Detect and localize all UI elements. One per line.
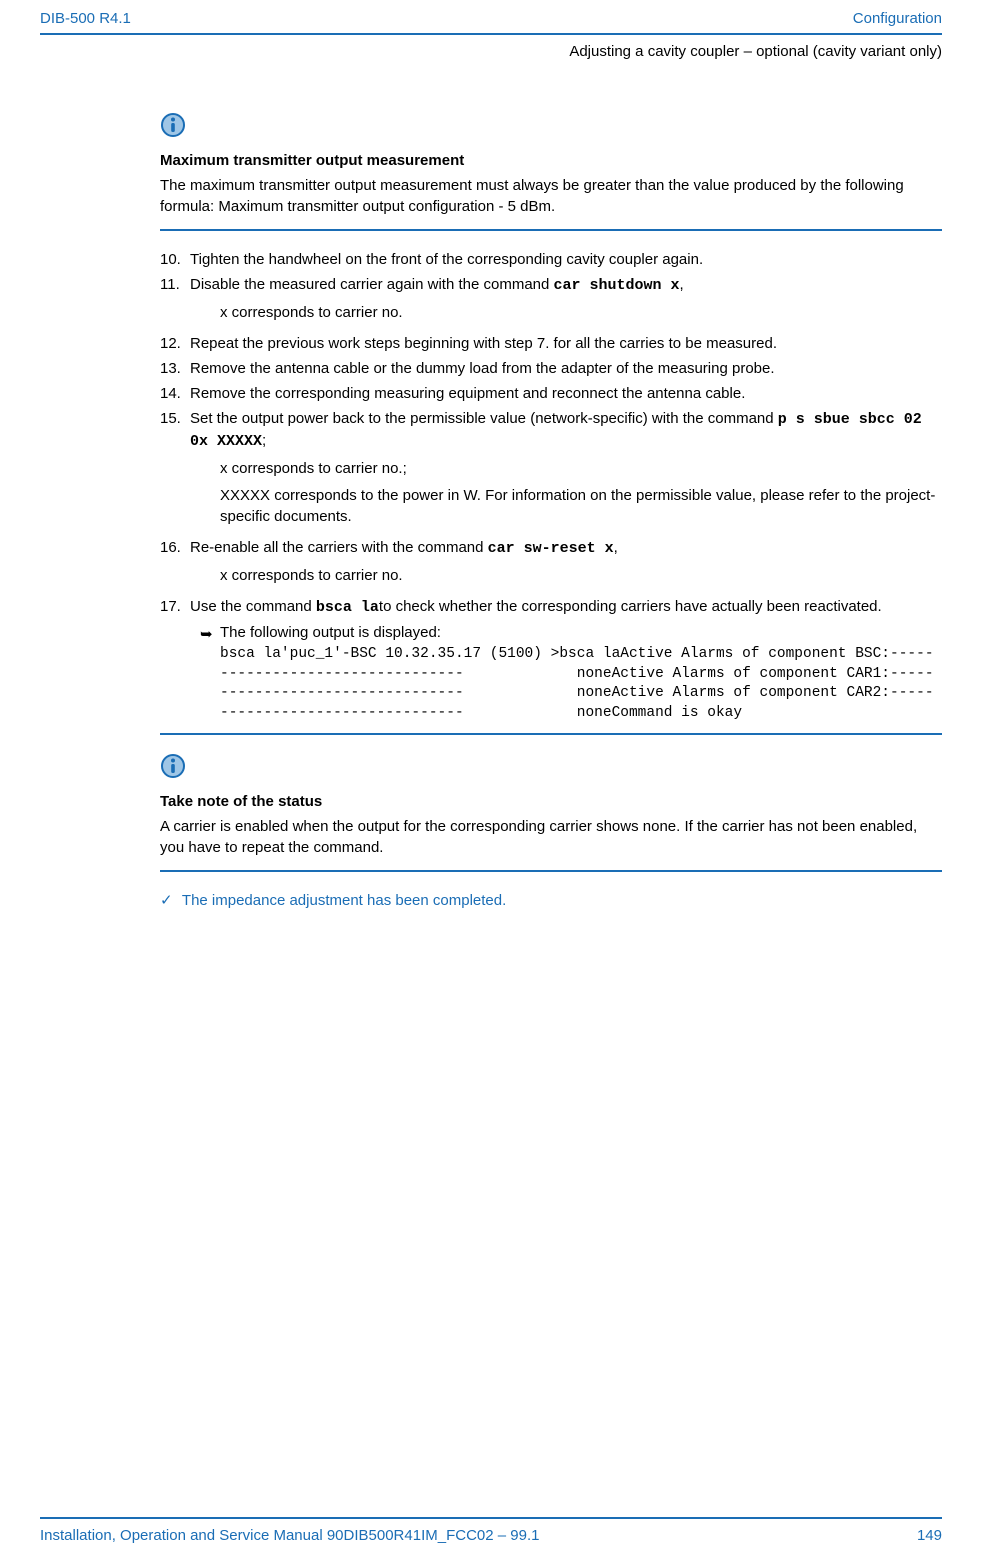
- step-after: ,: [614, 539, 618, 556]
- step-cmd: car sw-reset x: [488, 540, 614, 557]
- step-after: ;: [262, 432, 266, 449]
- note2-body: A carrier is enabled when the output for…: [160, 816, 942, 858]
- info-icon: [160, 112, 186, 138]
- step-text: Repeat the previous work steps beginning…: [190, 335, 777, 352]
- step-after: ,: [680, 276, 684, 293]
- step-text: Use the command: [190, 598, 316, 615]
- completion-text: The impedance adjustment has been comple…: [182, 892, 506, 909]
- footer-left: Installation, Operation and Service Manu…: [40, 1525, 539, 1546]
- step-12: 12. Repeat the previous work steps begin…: [160, 333, 942, 354]
- step-15: 15. Set the output power back to the per…: [160, 408, 942, 527]
- step-code: bsca la'puc_1'-BSC 10.32.35.17 (5100) >b…: [220, 645, 942, 723]
- check-icon: ✓: [160, 890, 178, 911]
- step-sub2: XXXXX corresponds to the power in W. For…: [220, 485, 942, 527]
- step-text: Set the output power back to the permiss…: [190, 410, 778, 427]
- note1-title: Maximum transmitter output measurement: [160, 150, 942, 171]
- step-11: 11. Disable the measured carrier again w…: [160, 274, 942, 323]
- step-after: to check whether the corresponding carri…: [379, 598, 882, 615]
- arrow-text: The following output is displayed:: [220, 624, 441, 641]
- footer-page: 149: [917, 1525, 942, 1546]
- step-text: Tighten the handwheel on the front of th…: [190, 251, 703, 268]
- footer-rule: [40, 1517, 942, 1519]
- step-num: 17.: [160, 596, 181, 617]
- header-right: Configuration: [853, 8, 942, 29]
- step-num: 12.: [160, 333, 181, 354]
- step-cmd: car shutdown x: [554, 277, 680, 294]
- note2-sep-top: [160, 733, 942, 735]
- step-sub: x corresponds to carrier no.: [220, 565, 942, 586]
- footer: Installation, Operation and Service Manu…: [0, 1517, 982, 1546]
- step-text: Disable the measured carrier again with …: [190, 276, 554, 293]
- note1-sep: [160, 229, 942, 231]
- info-icon: [160, 753, 186, 779]
- step-num: 13.: [160, 358, 181, 379]
- step-text: Remove the antenna cable or the dummy lo…: [190, 360, 775, 377]
- step-10: 10. Tighten the handwheel on the front o…: [160, 249, 942, 270]
- note1-body: The maximum transmitter output measureme…: [160, 175, 942, 217]
- arrow-icon: ➥: [200, 624, 213, 645]
- step-sub: x corresponds to carrier no.;: [220, 458, 942, 479]
- step-num: 11.: [160, 274, 180, 295]
- note2-sep-bottom: [160, 870, 942, 872]
- completion-line: ✓ The impedance adjustment has been comp…: [160, 890, 942, 911]
- step-num: 14.: [160, 383, 181, 404]
- header-sub: Adjusting a cavity coupler – optional (c…: [0, 35, 982, 62]
- step-13: 13. Remove the antenna cable or the dumm…: [160, 358, 942, 379]
- step-cmd: bsca la: [316, 599, 379, 616]
- step-num: 15.: [160, 408, 181, 429]
- step-num: 16.: [160, 537, 181, 558]
- steps-list: 10. Tighten the handwheel on the front o…: [160, 249, 942, 723]
- step-num: 10.: [160, 249, 181, 270]
- step-sub: x corresponds to carrier no.: [220, 302, 942, 323]
- step-text: Remove the corresponding measuring equip…: [190, 385, 745, 402]
- step-17: 17. Use the command bsca lato check whet…: [160, 596, 942, 723]
- step-arrow-line: ➥ The following output is displayed:: [190, 622, 942, 643]
- header-left: DIB-500 R4.1: [40, 8, 131, 29]
- note2-title: Take note of the status: [160, 791, 942, 812]
- step-text: Re-enable all the carriers with the comm…: [190, 539, 488, 556]
- step-16: 16. Re-enable all the carriers with the …: [160, 537, 942, 586]
- step-14: 14. Remove the corresponding measuring e…: [160, 383, 942, 404]
